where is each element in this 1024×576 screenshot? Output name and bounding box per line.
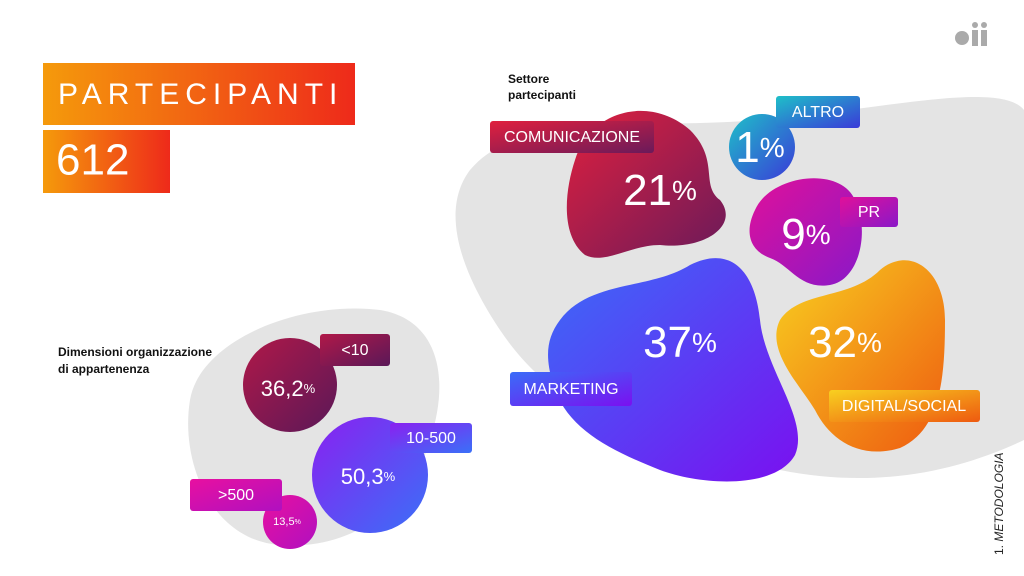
blob [749,178,862,286]
section-name: METODOLOGIA [992,453,1006,542]
value-number: 13,5 [273,516,294,528]
value-unit: % [304,381,316,396]
value: 9% [781,210,830,259]
value-unit: % [806,219,831,250]
title-box [43,63,355,125]
value-number: 9 [781,210,805,259]
section-title: partecipanti [508,88,576,102]
blob [548,258,799,482]
value: 1% [735,123,784,172]
section-title: di appartenenza [58,362,150,376]
label-box [829,390,980,422]
logo [955,22,987,46]
value-unit: % [857,327,882,358]
label: COMUNICAZIONE [504,129,640,146]
value: 21% [623,166,697,215]
value-number: 36,2 [261,376,304,401]
value-number: 1 [735,123,759,172]
label: DIGITAL/SOCIAL [842,398,966,415]
label-box [390,423,472,453]
title: PARTECIPANTI [58,78,343,111]
value-unit: % [384,469,396,484]
label: >500 [218,487,254,504]
value-number: 37 [643,318,692,367]
value-unit: % [692,327,717,358]
section-number: 1. [992,545,1006,555]
count: 612 [56,136,129,185]
label-box [840,197,898,227]
value: 50,3% [341,464,396,489]
label: ALTRO [792,104,844,121]
value: 37% [643,318,717,367]
label-box [320,334,390,366]
value-unit: % [295,519,301,526]
label: MARKETING [523,381,618,398]
value-unit: % [672,175,697,206]
label: <10 [341,342,368,359]
label-box [510,372,632,406]
value: 32% [808,318,882,367]
section-title: Dimensioni organizzazione [58,345,212,359]
value: 13,5% [273,516,301,528]
value: 36,2% [261,376,316,401]
label-box [190,479,282,511]
section-marker: 1. METODOLOGIA [992,453,1006,556]
label: 10-500 [406,430,456,447]
blob [243,338,337,432]
value-number: 32 [808,318,857,367]
value-number: 21 [623,166,672,215]
value-unit: % [760,132,785,163]
label-box [776,96,860,128]
blob [729,114,795,180]
value-number: 50,3 [341,464,384,489]
count-box [43,130,170,193]
section-title: Settore [508,72,550,86]
label: PR [858,204,880,221]
label-box [490,121,654,153]
